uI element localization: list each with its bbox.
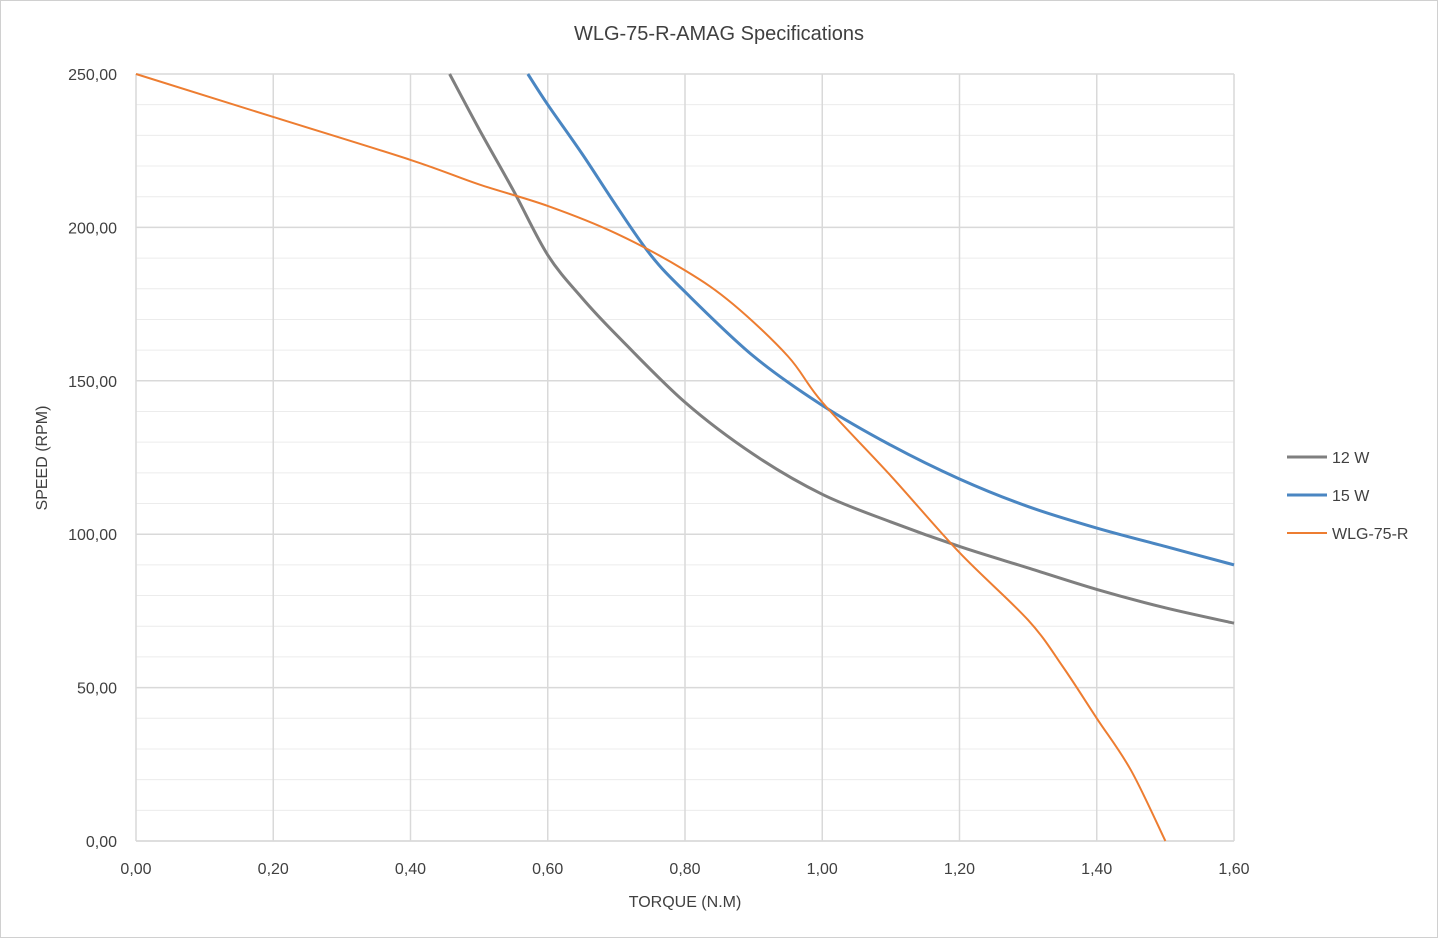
x-axis-label: TORQUE (N.M) <box>629 894 742 911</box>
x-tick-label: 1,00 <box>807 861 838 878</box>
x-tick-label: 1,40 <box>1081 861 1112 878</box>
legend: 12 W 15 W WLG-75-R <box>1287 450 1408 543</box>
y-tick-label: 200,00 <box>68 220 117 237</box>
x-tick-label: 1,60 <box>1218 861 1249 878</box>
y-tick-label: 0,00 <box>86 834 117 851</box>
x-tick-label: 0,00 <box>120 861 151 878</box>
legend-label: 15 W <box>1332 488 1370 505</box>
x-tick-label: 0,40 <box>395 861 426 878</box>
series-lines <box>135 73 1235 842</box>
legend-label: WLG-75-R <box>1332 526 1408 543</box>
series-line-12-w <box>448 73 1235 625</box>
y-tick-label: 150,00 <box>68 374 117 391</box>
x-tick-label: 1,20 <box>944 861 975 878</box>
y-tick-label: 50,00 <box>77 681 117 698</box>
y-tick-label: 250,00 <box>68 67 117 84</box>
x-tick-label: 0,20 <box>258 861 289 878</box>
tick-labels: 0,00 50,00 100,00 150,00 200,00 250,00 0,00 0,2… <box>68 67 1250 878</box>
x-tick-label: 0,60 <box>532 861 563 878</box>
legend-label: 12 W <box>1332 450 1370 467</box>
series-line-wlg-75-r <box>135 73 1167 842</box>
chart-title: WLG-75-R-AMAG Specifications <box>574 23 864 45</box>
x-tick-label: 0,80 <box>669 861 700 878</box>
y-axis-label: SPEED (RPM) <box>34 406 51 511</box>
gridlines <box>135 73 1235 842</box>
y-tick-label: 100,00 <box>68 527 117 544</box>
series-line-15-w <box>526 73 1235 567</box>
